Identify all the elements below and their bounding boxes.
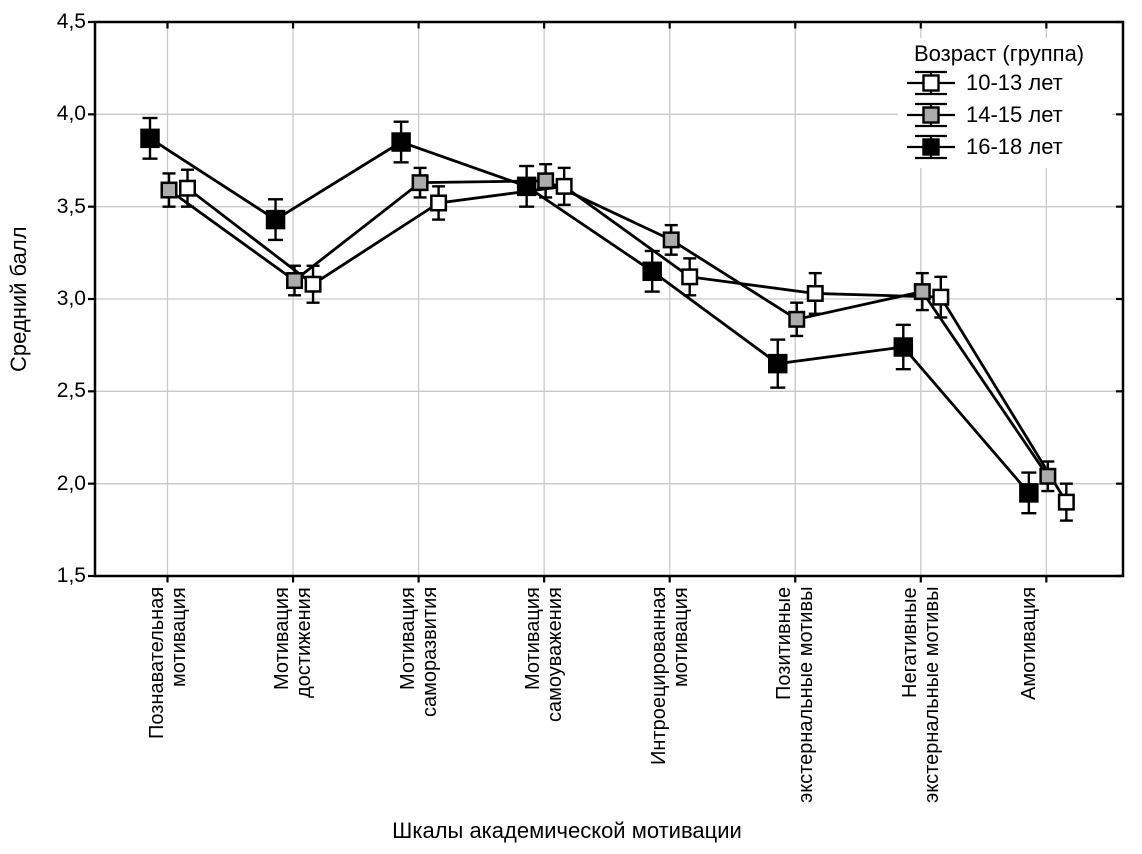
y-tick-label: 3,0 xyxy=(56,287,86,310)
data-point-marker xyxy=(265,209,286,230)
y-tick-label: 4,0 xyxy=(56,102,86,126)
data-point-marker xyxy=(681,268,699,286)
data-point-marker xyxy=(642,261,662,282)
legend-item-label: 14-15 лет xyxy=(966,102,1063,127)
category-label: Познавательная мотивация xyxy=(145,587,190,740)
legend-marker-icon xyxy=(907,102,955,128)
data-point-marker xyxy=(932,288,950,306)
data-point-marker xyxy=(1019,483,1039,503)
category-label: Мотивация достижения xyxy=(271,587,316,698)
legend-marker-icon xyxy=(907,134,955,160)
data-point-marker xyxy=(516,176,537,197)
legend-title: Возраст (группа) xyxy=(914,41,1085,66)
data-point-marker xyxy=(1057,493,1075,511)
series-line xyxy=(149,137,1030,494)
data-point-marker xyxy=(286,272,304,290)
series-line xyxy=(168,179,1050,478)
legend-item-label: 16-18 лет xyxy=(966,134,1063,159)
y-tick-label: 1,5 xyxy=(56,564,86,587)
legend-item: 14-15 лет xyxy=(898,99,1112,131)
data-point-marker xyxy=(411,174,429,192)
data-point-marker xyxy=(430,194,448,212)
data-point-marker xyxy=(788,310,806,328)
data-point-marker xyxy=(160,181,178,199)
series-line xyxy=(186,184,1068,503)
category-label: Негативные экстернальные мотивы xyxy=(898,587,943,804)
y-tick-label: 2,0 xyxy=(56,471,86,495)
data-point-marker xyxy=(662,231,680,249)
data-point-marker xyxy=(391,132,411,152)
legend: Возраст (группа) 10-13 лет 14-15 лет 16-18… xyxy=(898,38,1112,168)
data-point-marker xyxy=(555,177,573,195)
y-tick-label: 2,5 xyxy=(56,379,86,403)
data-point-marker xyxy=(806,284,824,302)
y-tick-label: 3,5 xyxy=(56,194,86,218)
category-label: Мотивация самоуважения xyxy=(522,587,567,722)
legend-item-label: 10-13 лет xyxy=(966,70,1063,95)
data-point-marker xyxy=(179,179,196,197)
data-point-marker xyxy=(1039,467,1057,485)
category-label: Позитивные экстернальные мотивы xyxy=(773,587,818,804)
data-point-marker xyxy=(537,172,555,190)
data-point-marker xyxy=(893,337,914,357)
category-label: Интроецированная мотивация xyxy=(647,587,692,766)
data-point-marker xyxy=(913,283,931,301)
category-label: Мотивация саморазвития xyxy=(396,587,441,718)
y-tick-label: 4,5 xyxy=(56,10,86,33)
legend-marker-icon xyxy=(907,70,955,96)
data-point-marker xyxy=(140,128,160,149)
data-point-marker xyxy=(768,353,788,374)
x-axis-title: Шкалы академической мотивации xyxy=(392,818,742,843)
legend-item: 10-13 лет xyxy=(898,67,1112,99)
data-point-marker xyxy=(304,275,322,293)
legend-item: 16-18 лет xyxy=(898,131,1112,163)
category-label: Амотивация xyxy=(1018,587,1041,701)
